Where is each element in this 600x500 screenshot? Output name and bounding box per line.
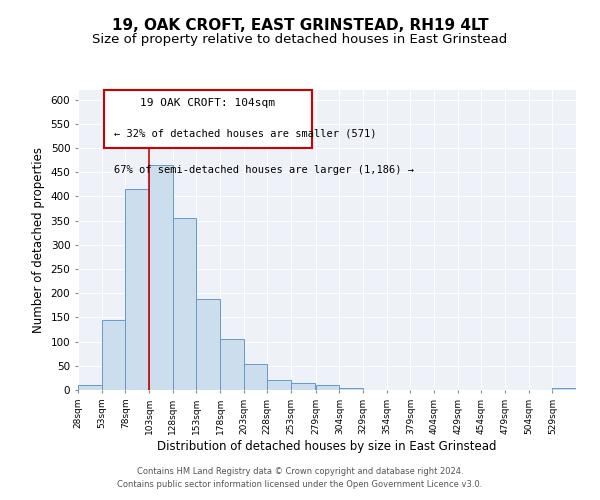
Text: 19, OAK CROFT, EAST GRINSTEAD, RH19 4LT: 19, OAK CROFT, EAST GRINSTEAD, RH19 4LT <box>112 18 488 32</box>
Text: 19 OAK CROFT: 104sqm: 19 OAK CROFT: 104sqm <box>140 98 275 108</box>
Text: Contains HM Land Registry data © Crown copyright and database right 2024.: Contains HM Land Registry data © Crown c… <box>137 467 463 476</box>
X-axis label: Distribution of detached houses by size in East Grinstead: Distribution of detached houses by size … <box>157 440 497 452</box>
Bar <box>125 189 149 390</box>
FancyBboxPatch shape <box>104 90 312 148</box>
Bar <box>220 339 244 390</box>
Y-axis label: Number of detached properties: Number of detached properties <box>32 147 45 333</box>
Text: ← 32% of detached houses are smaller (571): ← 32% of detached houses are smaller (57… <box>113 129 376 139</box>
Text: Contains public sector information licensed under the Open Government Licence v3: Contains public sector information licen… <box>118 480 482 489</box>
Bar <box>291 383 314 390</box>
Bar <box>196 299 220 390</box>
Bar <box>553 388 576 390</box>
Bar <box>173 218 196 390</box>
Bar <box>101 320 125 390</box>
Bar <box>340 388 363 390</box>
Text: Size of property relative to detached houses in East Grinstead: Size of property relative to detached ho… <box>92 32 508 46</box>
Bar <box>78 385 101 390</box>
Text: 67% of semi-detached houses are larger (1,186) →: 67% of semi-detached houses are larger (… <box>113 165 413 175</box>
Bar <box>244 364 268 390</box>
Bar <box>268 380 291 390</box>
Bar <box>149 165 173 390</box>
Bar <box>316 385 340 390</box>
